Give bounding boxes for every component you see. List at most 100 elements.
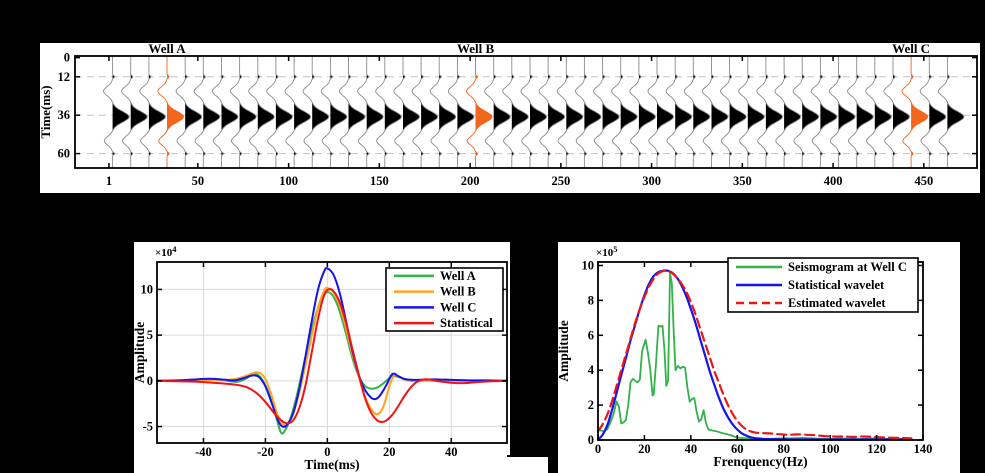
trace-fill bbox=[820, 56, 837, 168]
trace-fill bbox=[874, 56, 892, 168]
trace-group bbox=[103, 56, 965, 168]
trace-fill bbox=[239, 56, 257, 168]
trace-number-label: 450 bbox=[914, 174, 933, 188]
spectrum-panel: 0 20 40 60 80 100 120 140 0 2 4 6 8 10 ×105 Frenquency(… bbox=[558, 242, 960, 473]
trace-number-label: 200 bbox=[461, 174, 480, 188]
trace-fill bbox=[366, 56, 384, 168]
trace-number-label: 350 bbox=[733, 174, 752, 188]
series-estimated-wavelet bbox=[596, 269, 913, 440]
trace-fill bbox=[856, 56, 874, 168]
axes-frame bbox=[156, 261, 508, 444]
trace-line bbox=[484, 56, 511, 168]
trace-fill bbox=[893, 56, 910, 168]
spectrum-plot: 0 20 40 60 80 100 120 140 0 2 4 6 8 10×105 Frenquency(… bbox=[558, 244, 933, 469]
x-tick-label: 40 bbox=[445, 445, 458, 459]
trace-fill bbox=[348, 56, 365, 168]
x-tick-label: 0 bbox=[595, 442, 601, 456]
trace-line bbox=[792, 56, 820, 168]
well-title-well-c: Well C bbox=[892, 43, 930, 56]
legend-label-seismogram-at-well-c: Seismogram at Well C bbox=[788, 260, 907, 274]
x-tick-label: -40 bbox=[195, 445, 212, 459]
x-tick-label: 20 bbox=[383, 445, 396, 459]
trace-line bbox=[302, 56, 330, 168]
legend-label-well-c: Well C bbox=[440, 300, 476, 314]
trace-fill bbox=[275, 56, 293, 168]
y-tick-label: 4 bbox=[588, 363, 595, 377]
trace-line bbox=[538, 56, 566, 168]
axis-exponent: ×104 bbox=[155, 244, 177, 259]
x-tick-label: 120 bbox=[867, 442, 886, 456]
trace-fill bbox=[511, 56, 529, 168]
x-tick-label: 20 bbox=[638, 442, 651, 456]
well-title-well-b: Well B bbox=[457, 43, 495, 56]
trace-fill bbox=[548, 56, 565, 168]
trace-fill bbox=[657, 56, 674, 168]
trace-fill bbox=[330, 56, 347, 168]
trace-fill bbox=[130, 56, 148, 168]
trace-fill bbox=[312, 56, 329, 168]
y-axis-title: Amplitude bbox=[558, 320, 571, 382]
trace-fill bbox=[221, 56, 238, 168]
x-tick-label: 80 bbox=[777, 442, 790, 456]
y-tick-label: 0 bbox=[588, 433, 594, 447]
time-tick-label: 12 bbox=[58, 70, 71, 84]
x-axis-title: Time(ms) bbox=[304, 457, 359, 472]
highlighted-trace-fill bbox=[475, 56, 492, 168]
trace-line bbox=[103, 56, 130, 168]
trace-line bbox=[611, 56, 638, 168]
x-tick-label: 140 bbox=[914, 442, 933, 456]
time-axis-title: Time(ms) bbox=[40, 85, 53, 138]
trace-line bbox=[556, 56, 584, 168]
trace-fill bbox=[584, 56, 601, 168]
trace-fill bbox=[620, 56, 638, 168]
trace-fill bbox=[112, 56, 130, 168]
trace-number-label: 150 bbox=[370, 174, 389, 188]
series-statistical-wavelet bbox=[596, 269, 913, 441]
x-axis-title: Frenquency(Hz) bbox=[713, 454, 807, 469]
legend-label-estimated-wavelet: Estimated wavelet bbox=[788, 296, 886, 310]
trace-fill bbox=[602, 56, 620, 168]
trace-line bbox=[230, 56, 257, 168]
legend-box bbox=[385, 267, 504, 332]
trace-line bbox=[248, 56, 275, 168]
seismogram-plot: 1 50 100 150 200 250 300 350 400 4500123660Time(m… bbox=[40, 43, 978, 188]
series-seismogram-at-well-c bbox=[597, 272, 913, 440]
y-tick-label: 0 bbox=[147, 374, 153, 388]
trace-line bbox=[139, 56, 166, 168]
trace-line bbox=[883, 56, 910, 168]
x-tick-label: 100 bbox=[821, 442, 840, 456]
y-tick-label: 10 bbox=[582, 258, 595, 272]
axis-exponent: ×105 bbox=[596, 244, 618, 259]
trace-line bbox=[193, 56, 221, 168]
trace-number-label: 300 bbox=[642, 174, 661, 188]
x-tick-label: 0 bbox=[324, 445, 330, 459]
cropped-figure-edge bbox=[507, 455, 548, 473]
y-tick-label: -5 bbox=[143, 420, 153, 434]
trace-fill bbox=[711, 56, 728, 168]
wavelet-comparison-plot: -40 -20 0 20 40 -5 0 5 10 ×104 Time(ms) Amplitude We… bbox=[134, 244, 508, 472]
trace-fill bbox=[294, 56, 311, 168]
trace-fill bbox=[693, 56, 710, 168]
trace-line bbox=[756, 56, 783, 168]
trace-line bbox=[774, 56, 802, 168]
trace-fill bbox=[530, 56, 547, 168]
trace-line bbox=[211, 56, 239, 168]
trace-line bbox=[375, 56, 402, 168]
highlighted-trace-line bbox=[901, 56, 929, 168]
trace-line bbox=[647, 56, 674, 168]
trace-line bbox=[683, 56, 711, 168]
trace-number-label: 250 bbox=[551, 174, 570, 188]
trace-line bbox=[393, 56, 420, 168]
trace-line bbox=[701, 56, 729, 168]
x-tick-label: -20 bbox=[257, 445, 274, 459]
trace-line bbox=[520, 56, 547, 168]
trace-line bbox=[738, 56, 765, 168]
trace-fill bbox=[838, 56, 855, 168]
trace-line bbox=[574, 56, 602, 168]
axes-frame bbox=[74, 55, 978, 169]
trace-fill bbox=[185, 56, 202, 168]
trace-line bbox=[175, 56, 203, 168]
trace-fill bbox=[403, 56, 420, 168]
trace-line bbox=[810, 56, 838, 168]
